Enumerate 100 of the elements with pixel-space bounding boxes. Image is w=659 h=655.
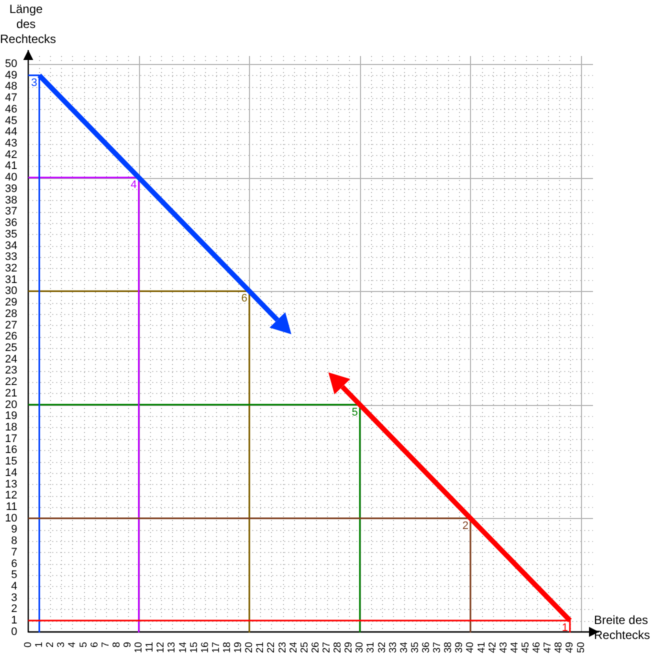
x-tick-label: 8 (111, 641, 122, 648)
x-tick-label: 21 (255, 641, 266, 653)
annotation: 6 (241, 292, 248, 305)
x-tick-label: 46 (532, 641, 543, 653)
y-tick-label: 6 (11, 558, 18, 570)
x-tick-label: 30 (354, 641, 366, 653)
x-tick-label: 14 (178, 641, 189, 653)
x-tick-label: 35 (410, 641, 421, 653)
x-tick-label: 42 (487, 641, 498, 653)
y-tick-label: 20 (4, 398, 18, 411)
y-tick-label: 23 (4, 364, 18, 377)
x-tick-label: 49 (564, 641, 576, 653)
x-tick-label: 19 (233, 641, 244, 653)
y-tick-label: 14 (4, 466, 18, 479)
y-tick-label: 10 (4, 512, 18, 524)
y-tick-label: 41 (4, 160, 18, 172)
x-tick-label: 1 (34, 641, 46, 648)
y-tick-label: 8 (11, 535, 18, 548)
x-tick-label: 2 (45, 641, 56, 648)
y-tick-label: 21 (4, 387, 18, 400)
y-tick-label: 32 (4, 262, 18, 274)
x-tick-label: 6 (89, 641, 100, 648)
annotation: 2 (462, 520, 468, 532)
x-tick-label: 28 (332, 641, 344, 653)
x-tick-label: 33 (388, 641, 399, 653)
x-tick-label: 50 (576, 641, 587, 653)
y-tick-label: 0 (11, 626, 18, 638)
y-tick-label: 34 (4, 240, 18, 252)
x-tick-label: 43 (498, 641, 510, 653)
y-tick-label: 24 (4, 353, 18, 366)
y-tick-label: 33 (4, 251, 18, 264)
y-tick-label: 4 (11, 580, 18, 592)
x-tick-label: 32 (376, 641, 388, 653)
y-tick-label: 28 (4, 308, 18, 320)
y-tick-label: 16 (4, 444, 18, 456)
x-tick-label: 23 (277, 641, 288, 653)
y-tick-label: 18 (4, 421, 18, 434)
x-tick-label: 37 (432, 641, 444, 653)
x-tick-label: 36 (420, 641, 432, 653)
x-tick-label: 24 (288, 641, 300, 653)
x-tick-label: 12 (156, 641, 167, 653)
y-tick-label: 27 (4, 319, 18, 332)
y-tick-label: 47 (4, 92, 18, 104)
y-tick-label: 40 (4, 172, 18, 184)
y-tick-label: 11 (6, 500, 18, 513)
x-axis-title: Breite des Rechtecks (594, 613, 652, 643)
x-tick-label: 0 (22, 641, 34, 648)
x-tick-label: 7 (100, 641, 112, 648)
x-tick-label: 38 (443, 641, 454, 653)
x-tick-label: 4 (67, 641, 78, 648)
x-tick-label: 5 (78, 641, 90, 648)
x-tick-label: 26 (310, 641, 322, 653)
y-tick-label: 3 (11, 592, 18, 604)
y-tick-label: 44 (4, 126, 18, 138)
x-tick-label: 3 (56, 641, 68, 648)
x-tick-label: 29 (344, 641, 355, 653)
y-tick-label: 2 (11, 603, 18, 616)
y-tick-label: 50 (4, 58, 18, 70)
y-tick-label: 38 (4, 194, 18, 206)
annotation: 5 (352, 406, 358, 418)
x-tick-label: 25 (299, 641, 310, 653)
y-tick-label: 9 (11, 524, 18, 536)
y-tick-label: 31 (4, 274, 18, 286)
y-tick-label: 26 (4, 330, 18, 343)
y-tick-label: 25 (4, 342, 18, 354)
x-tick-label: 27 (321, 641, 332, 653)
y-tick-label: 12 (4, 490, 18, 502)
y-tick-label: 17 (4, 432, 18, 445)
x-tick-label: 41 (476, 641, 488, 653)
x-tick-label: 22 (266, 641, 278, 653)
x-tick-label: 39 (454, 641, 466, 653)
x-tick-label: 18 (222, 641, 233, 653)
y-tick-label: 15 (4, 456, 18, 468)
x-tick-label: 13 (166, 641, 178, 653)
y-tick-label: 39 (4, 182, 18, 195)
x-tick-label: 40 (465, 641, 476, 653)
y-tick-label: 19 (4, 410, 18, 422)
y-tick-label: 48 (4, 80, 18, 93)
x-tick-label: 10 (134, 641, 145, 653)
y-tick-label: 5 (11, 569, 18, 582)
x-tick-label: 47 (542, 641, 554, 653)
x-tick-label: 48 (554, 641, 565, 653)
y-tick-label: 22 (4, 376, 18, 388)
x-tick-label: 31 (366, 641, 377, 653)
x-tick-label: 17 (210, 641, 222, 653)
y-tick-label: 29 (4, 296, 18, 309)
annotation: 4 (130, 179, 137, 192)
y-tick-label: 7 (11, 546, 18, 558)
y-tick-label: 36 (4, 217, 18, 230)
y-axis-title: Länge des Rechtecks (0, 2, 56, 47)
x-tick-label: 45 (520, 641, 532, 653)
y-tick-label: 30 (4, 285, 18, 298)
x-tick-label: 20 (244, 641, 256, 653)
y-tick-label: 1 (11, 614, 18, 627)
x-tick-label: 11 (144, 641, 156, 652)
annotation: 1 (562, 622, 568, 634)
x-tick-label: 34 (398, 641, 410, 653)
y-tick-label: 43 (4, 138, 18, 150)
y-tick-label: 13 (4, 478, 18, 490)
y-tick-label: 45 (4, 114, 18, 127)
